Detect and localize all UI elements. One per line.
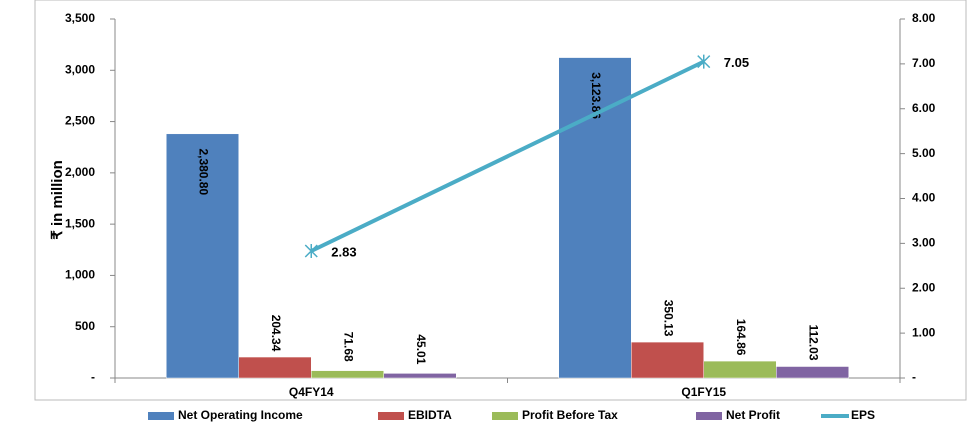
data-label: 350.13 bbox=[661, 300, 675, 337]
bar bbox=[703, 360, 777, 379]
legend-label: Net Operating Income bbox=[178, 408, 303, 422]
legend-label: Profit Before Tax bbox=[522, 408, 618, 422]
y2-tick-label: 2.00 bbox=[912, 280, 936, 294]
y2-tick-label: 3.00 bbox=[912, 236, 936, 250]
y-tick-label: 1,500 bbox=[65, 216, 95, 230]
eps-marker bbox=[304, 244, 318, 259]
y-tick-label: 3,000 bbox=[65, 62, 95, 76]
legend-swatch bbox=[148, 412, 174, 420]
bar bbox=[558, 57, 632, 379]
bar bbox=[166, 133, 239, 379]
y2-tick-label: 5.00 bbox=[912, 146, 936, 160]
legend-swatch bbox=[696, 412, 722, 420]
data-label: 2,380.80 bbox=[196, 148, 210, 195]
eps-marker bbox=[697, 54, 711, 69]
bar bbox=[776, 366, 849, 379]
y-tick-label: - bbox=[91, 370, 95, 384]
y-tick-label: 1,000 bbox=[65, 268, 95, 282]
data-label: 71.68 bbox=[341, 332, 355, 362]
y2-tick-label: 7.00 bbox=[912, 56, 936, 70]
y2-tick-label: 4.00 bbox=[912, 191, 936, 205]
legend-swatch bbox=[378, 412, 404, 420]
data-label: 2.83 bbox=[331, 244, 356, 259]
x-tick-label: Q4FY14 bbox=[289, 385, 334, 399]
data-label: 7.05 bbox=[724, 55, 749, 70]
y-tick-label: 2,000 bbox=[65, 165, 95, 179]
data-label: 112.03 bbox=[806, 324, 820, 360]
chart-frame bbox=[34, 0, 967, 401]
data-label: 45.01 bbox=[414, 334, 428, 364]
y-axis-label: ₹ in million bbox=[49, 160, 66, 240]
data-label: 164.86 bbox=[734, 319, 748, 356]
y2-tick-label: 1.00 bbox=[912, 325, 936, 339]
legend-swatch bbox=[492, 412, 518, 420]
eps-line bbox=[310, 59, 705, 253]
bar bbox=[238, 356, 312, 379]
y2-tick-label: 6.00 bbox=[912, 101, 936, 115]
bar bbox=[383, 373, 457, 379]
y-tick-label: 2,500 bbox=[65, 114, 95, 128]
legend-label: EBIDTA bbox=[408, 408, 452, 422]
y2-tick-label: - bbox=[912, 370, 916, 384]
x-tick-label: Q1FY15 bbox=[681, 385, 726, 399]
bar bbox=[631, 341, 704, 379]
y2-tick-label: 8.00 bbox=[912, 11, 936, 25]
data-label: 204.34 bbox=[269, 315, 283, 352]
y-tick-label: 3,500 bbox=[65, 11, 95, 25]
y-tick-label: 500 bbox=[75, 319, 95, 333]
bar bbox=[311, 370, 384, 379]
legend-label: EPS bbox=[851, 408, 875, 422]
legend-label: Net Profit bbox=[726, 408, 780, 422]
data-label: 3,123.86 bbox=[589, 72, 603, 119]
